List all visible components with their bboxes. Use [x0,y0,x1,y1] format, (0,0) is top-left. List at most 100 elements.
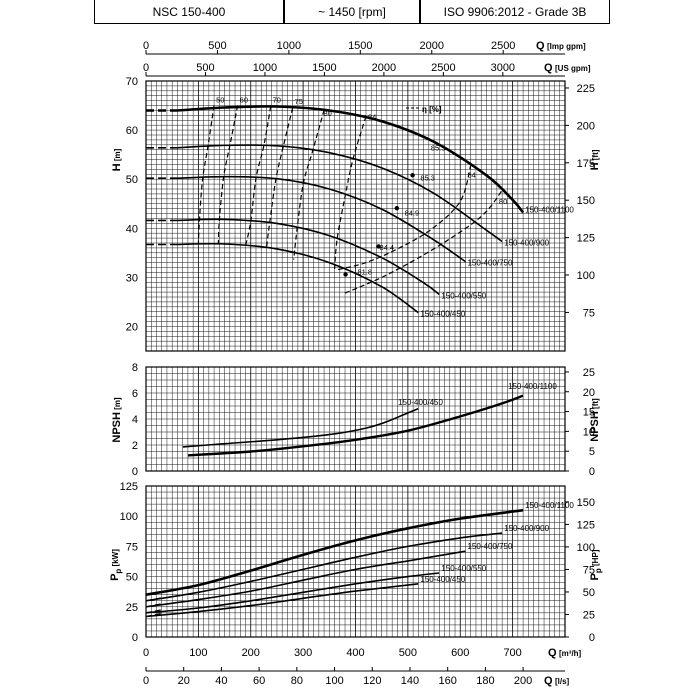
m3h-tick-label: 200 [242,647,260,659]
p-curve-stub [145,603,162,608]
ls-tick-label: 180 [476,675,494,687]
p-kw-tick-label: 125 [120,481,138,493]
ls-axis-q: Q [544,675,553,687]
h-curve-label: 150-400/900 [504,239,549,248]
h-ft-tick-label: 200 [577,120,595,132]
ls-tick-label: 40 [215,675,227,687]
h-curve-label: 150-400/1100 [525,206,574,215]
efficiency-label: 85.5 [431,143,446,152]
h-curve-label: 150-400/450 [420,310,465,319]
efficiency-isoline [244,106,272,247]
p-curve-150-400/1100 [145,508,524,596]
efficiency-isoline [217,105,239,245]
efficiency-isoline [265,107,294,248]
us-gpm-tick-label: 0 [143,62,149,74]
p-kw-tick-label: 25 [126,602,138,614]
efficiency-label: 60 [240,96,248,105]
ls-tick-label: 60 [253,675,265,687]
us-gpm-tick-label: 2000 [372,62,396,74]
h-curve-150-400/1100 [177,105,525,214]
m3h-tick-label: 500 [399,647,417,659]
ls-axis-unit: [l/s] [555,677,570,686]
ls-tick-label: 120 [363,675,381,687]
bep-dot [410,173,415,178]
npsh-m-axis-title: NPSH [m] [111,397,123,443]
h-m-tick-label: 60 [126,125,138,137]
us-gpm-tick-label: 2500 [431,62,455,74]
efficiency-isoline [197,105,215,245]
imp-gpm-tick-label: 2000 [420,40,444,52]
efficiency-label: 50 [216,96,224,105]
h-ft-tick-label: 100 [577,270,595,282]
m3h-axis-q: Q [548,647,557,659]
imp-gpm-axis-q: Q [536,40,545,52]
npsh-m-tick-label: 8 [132,362,138,374]
efficiency-label: 84.4 [379,243,394,252]
m3h-axis-unit: [m³/h] [559,649,582,658]
us-gpm-axis-q: Q [544,62,553,74]
p-kw-tick-label: 0 [132,632,138,644]
p-kw-axis-title: Pp [kW] [109,549,123,581]
efficiency-label: 80 [499,197,507,206]
p-hp-tick-label: 150 [577,497,595,509]
p-curve-150-400/550 [145,572,440,614]
imp-gpm-axis-unit: [Imp gpm] [547,42,586,51]
m3h-tick-label: 400 [346,647,364,659]
h-m-tick-label: 70 [126,76,138,88]
p-hp-tick-label: 50 [583,587,595,599]
efficiency-label: 85.3 [420,174,435,183]
npsh-label: 150-400/450 [398,398,443,407]
npsh-m-tick-label: 0 [132,466,138,478]
h-curve-150-400/550 [177,218,440,296]
p-kw-tick-label: 50 [126,572,138,584]
us-gpm-axis-unit: [US gpm] [555,64,591,73]
p-hp-tick-label: 25 [583,609,595,621]
efficiency-isoline [338,165,472,271]
npsh-curve-150-400/1100 [187,394,524,457]
h-curve-150-400/750 [177,175,466,263]
m3h-tick-label: 300 [294,647,312,659]
p-curve-stub [145,612,162,618]
p-curve-stub [145,591,162,596]
h-curve-label: 150-400/550 [441,292,486,301]
ls-tick-label: 200 [514,675,532,687]
efficiency-label: 75 [295,97,303,106]
efficiency-label: 84 [467,170,475,179]
imp-gpm-tick-label: 1500 [348,40,372,52]
p-curve-stub [145,597,162,602]
us-gpm-tick-label: 1000 [253,62,277,74]
p-curve-150-400/900 [145,532,503,602]
p-hp-tick-label: 100 [577,542,595,554]
npsh-curve-150-400/450 [182,407,419,448]
p-hp-tick-label: 125 [577,519,595,531]
npsh-ft-tick-label: 0 [589,466,595,478]
npsh-ft-tick-label: 10 [583,426,595,438]
efficiency-label: 81.8 [358,267,373,276]
p-curve-label: 150-400/450 [420,575,465,584]
h-ft-tick-label: 175 [577,158,595,170]
m3h-tick-label: 700 [503,647,521,659]
p-curve-label: 150-400/550 [441,564,486,573]
p-curve-150-400/750 [145,550,466,608]
efficiency-label: 84 [368,112,376,121]
h-curve-label: 150-400/750 [467,259,512,268]
ls-tick-label: 160 [439,675,457,687]
bep-dot [376,244,381,249]
npsh-m-tick-label: 6 [132,388,138,400]
npsh-label: 150-400/1100 [508,382,557,391]
p-curve-label: 150-400/750 [467,542,512,551]
efficiency-label: 70 [273,96,281,105]
labels-layer: 150-400/1100 150-400/900 150-400/750 150-40… [216,96,574,584]
npsh-ft-tick-label: 25 [583,367,595,379]
efficiency-label: 84.9 [405,209,420,218]
p-hp-tick-label: 0 [589,632,595,644]
eta-axis-label: η [%] [422,105,442,114]
ls-tick-label: 80 [291,675,303,687]
h-m-tick-label: 50 [126,174,138,186]
npsh-m-tick-label: 2 [132,440,138,452]
header-model: NSC 150-400 [94,0,284,24]
imp-gpm-tick-label: 1000 [277,40,301,52]
p-curve-label: 150-400/1100 [525,501,574,510]
us-gpm-tick-label: 3000 [491,62,515,74]
h-ft-tick-label: 150 [577,195,595,207]
